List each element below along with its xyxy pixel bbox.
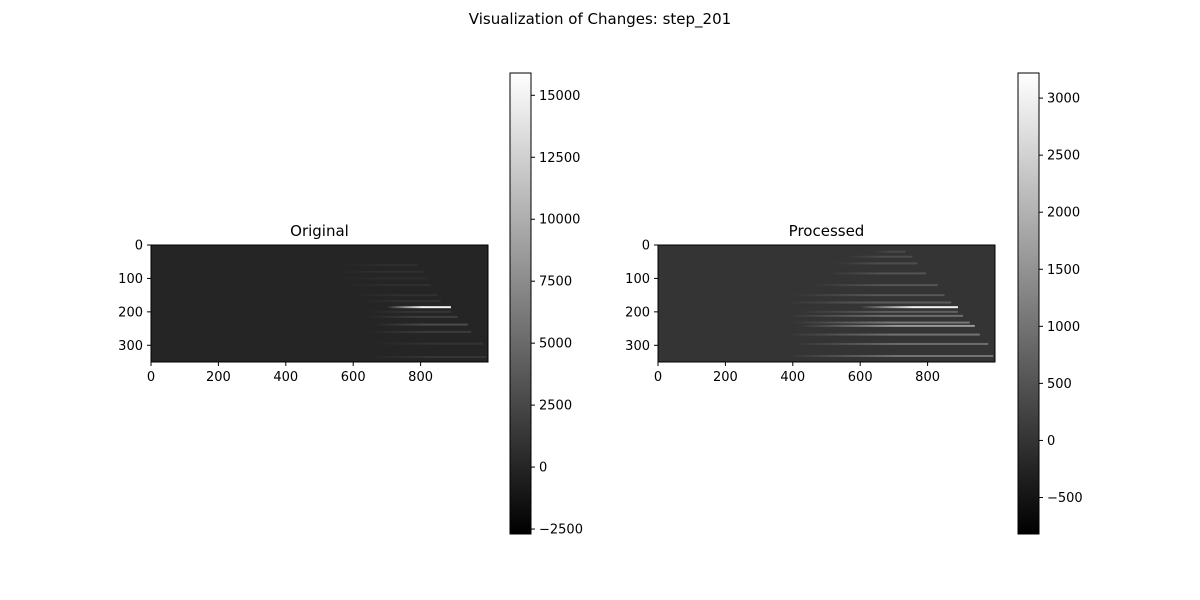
colorbar-tick-label: 500 <box>1047 377 1072 392</box>
figure-title: Visualization of Changes: step_201 <box>469 10 731 29</box>
colorbar-tick-label: −500 <box>1047 491 1083 506</box>
heatmap-streak <box>386 306 451 309</box>
x-tick-label: 400 <box>780 370 805 385</box>
y-tick-label: 200 <box>625 305 650 320</box>
x-tick-label: 800 <box>408 370 433 385</box>
heatmap-streak <box>799 324 975 327</box>
colorbar-tick-label: 12500 <box>539 151 580 166</box>
colorbar-tick-label: 2500 <box>539 399 572 414</box>
x-tick-label: 200 <box>713 370 738 385</box>
heatmap-streak <box>359 300 441 303</box>
x-tick-label: 600 <box>848 370 873 385</box>
colorbar-tick-label: 0 <box>539 461 547 476</box>
x-tick-label: 0 <box>654 370 662 385</box>
heatmap-streak <box>786 314 963 317</box>
colorbar-tick-label: 3000 <box>1047 92 1080 107</box>
colorbar-tick-label: 0 <box>1047 434 1055 449</box>
heatmap-streak <box>792 294 945 297</box>
x-tick-label: 0 <box>147 370 155 385</box>
y-tick-label: 300 <box>625 339 650 354</box>
x-tick-label: 200 <box>206 370 231 385</box>
heatmap-streak <box>786 354 994 357</box>
colorbar-tick-label: 2500 <box>1047 149 1080 164</box>
heatmap-streak <box>373 323 468 326</box>
colorbar-tick-label: 10000 <box>539 213 580 228</box>
colorbar-tick-label: 2000 <box>1047 206 1080 221</box>
heatmap-streak <box>366 330 472 333</box>
y-tick-label: 300 <box>118 339 143 354</box>
panel-title: Original <box>290 222 349 240</box>
panel-title: Processed <box>789 222 865 240</box>
heatmap-image <box>658 245 995 362</box>
heatmap-streak <box>353 294 438 297</box>
heatmap-streak <box>813 284 938 287</box>
heatmap-streak <box>873 250 906 253</box>
heatmap-streak <box>366 315 458 318</box>
colorbar-tick-label: 7500 <box>539 275 572 290</box>
heatmap-streak <box>366 355 487 358</box>
y-tick-label: 200 <box>118 305 143 320</box>
colorbar <box>1018 73 1039 534</box>
y-tick-label: 100 <box>118 272 143 287</box>
x-tick-label: 400 <box>273 370 298 385</box>
colorbar-tick-label: −2500 <box>539 523 583 538</box>
colorbar <box>510 73 531 534</box>
heatmap-streak <box>792 321 970 324</box>
colorbar-tick-label: 1500 <box>1047 263 1080 278</box>
colorbar-tick-label: 1000 <box>1047 320 1080 335</box>
heatmap-streak <box>786 333 980 336</box>
heatmap-streak <box>846 255 913 258</box>
x-tick-label: 800 <box>915 370 940 385</box>
heatmap-panel-2: Processed 0 200 400 600 800 0 100 200 300 −500 0 500… <box>625 72 1083 535</box>
heatmap-streak <box>799 310 958 313</box>
heatmap-streak <box>346 284 431 287</box>
y-tick-label: 100 <box>625 272 650 287</box>
heatmap-image <box>151 245 488 362</box>
x-tick-label: 600 <box>341 370 366 385</box>
heatmap-streak <box>833 262 918 265</box>
y-tick-label: 0 <box>642 239 650 254</box>
heatmap-streak <box>826 272 926 275</box>
heatmap-streak <box>366 310 451 313</box>
y-tick-label: 0 <box>135 239 143 254</box>
colorbar-tick-label: 5000 <box>539 337 572 352</box>
heatmap-streak <box>792 342 989 345</box>
heatmap-streak <box>860 306 958 309</box>
axes-frame <box>657 244 996 363</box>
heatmap-streak <box>339 277 428 280</box>
heatmap-streak <box>373 342 483 345</box>
heatmap-streak <box>786 301 952 304</box>
colorbar-tick-label: 15000 <box>539 89 580 104</box>
axes-frame <box>150 244 489 363</box>
heatmap-panel-1: Original 0 200 400 600 800 0 100 200 300 −2500 0 250… <box>118 72 583 538</box>
heatmap-streak <box>332 270 424 273</box>
colorbar-frame <box>1017 72 1040 535</box>
heatmap-streak <box>339 264 418 267</box>
colorbar-frame <box>509 72 532 535</box>
